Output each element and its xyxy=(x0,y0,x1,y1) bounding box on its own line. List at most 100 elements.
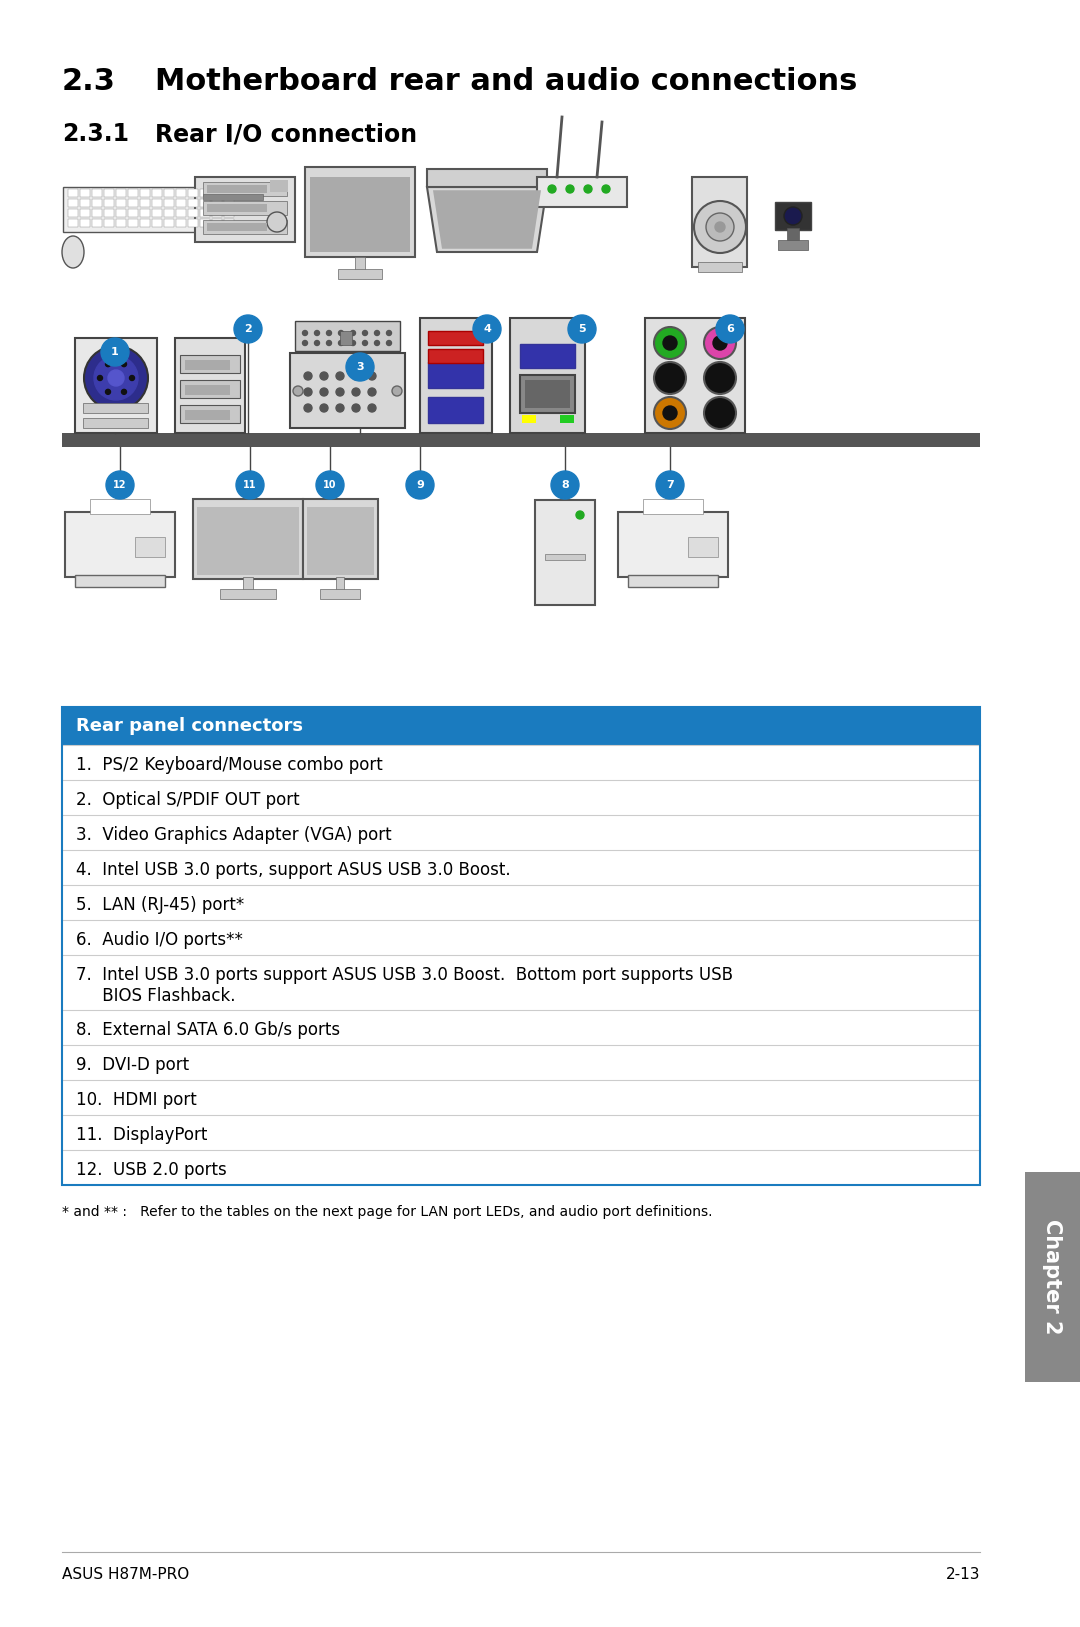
Circle shape xyxy=(84,347,148,410)
Text: 11: 11 xyxy=(243,480,257,490)
Bar xyxy=(92,208,102,216)
Circle shape xyxy=(368,387,376,395)
Circle shape xyxy=(584,185,592,194)
Circle shape xyxy=(336,373,345,381)
Circle shape xyxy=(102,338,129,366)
Ellipse shape xyxy=(62,236,84,268)
Bar xyxy=(303,499,378,579)
Bar xyxy=(778,241,808,251)
Circle shape xyxy=(375,340,379,345)
Text: 2.  Optical S/PDIF OUT port: 2. Optical S/PDIF OUT port xyxy=(76,791,299,809)
Text: 2.3: 2.3 xyxy=(62,67,116,96)
Bar xyxy=(200,198,210,207)
Circle shape xyxy=(320,387,328,395)
Bar xyxy=(270,181,288,192)
Bar xyxy=(200,208,210,216)
Bar xyxy=(355,257,365,272)
Bar xyxy=(180,381,240,399)
Circle shape xyxy=(351,330,355,335)
Bar xyxy=(80,220,90,228)
Bar xyxy=(545,555,585,560)
Circle shape xyxy=(704,361,735,394)
Bar xyxy=(618,513,728,578)
Circle shape xyxy=(130,376,135,381)
Text: 9.  DVI-D port: 9. DVI-D port xyxy=(76,1056,189,1074)
Bar xyxy=(176,220,186,228)
Text: 3.  Video Graphics Adapter (VGA) port: 3. Video Graphics Adapter (VGA) port xyxy=(76,827,392,844)
Text: 3: 3 xyxy=(356,361,364,373)
Bar xyxy=(428,350,483,363)
Text: 7.  Intel USB 3.0 ports support ASUS USB 3.0 Boost.  Bottom port supports USB
  : 7. Intel USB 3.0 ports support ASUS USB … xyxy=(76,966,733,1005)
Text: 2.3.1: 2.3.1 xyxy=(62,122,129,146)
Bar xyxy=(152,220,162,228)
Bar xyxy=(428,330,483,345)
Bar xyxy=(180,355,240,373)
Circle shape xyxy=(387,340,391,345)
Bar xyxy=(338,268,382,278)
Text: 1.  PS/2 Keyboard/Mouse combo port: 1. PS/2 Keyboard/Mouse combo port xyxy=(76,757,382,774)
Bar xyxy=(92,220,102,228)
Bar xyxy=(188,198,198,207)
Text: 10: 10 xyxy=(323,480,337,490)
Bar xyxy=(176,189,186,197)
Bar xyxy=(129,208,138,216)
Bar xyxy=(698,262,742,272)
Bar xyxy=(692,177,747,267)
Bar xyxy=(195,177,295,242)
Bar xyxy=(310,177,410,252)
Bar xyxy=(62,708,980,1184)
Bar xyxy=(224,198,234,207)
Bar xyxy=(135,537,165,556)
Circle shape xyxy=(473,316,501,343)
Text: Chapter 2: Chapter 2 xyxy=(1042,1219,1063,1334)
Circle shape xyxy=(302,340,308,345)
Circle shape xyxy=(352,403,360,412)
Bar xyxy=(140,220,150,228)
Bar xyxy=(188,208,198,216)
Circle shape xyxy=(663,371,677,386)
Text: 2: 2 xyxy=(244,324,252,334)
Bar xyxy=(688,537,718,556)
Bar xyxy=(519,374,575,413)
Circle shape xyxy=(368,403,376,412)
Bar xyxy=(224,208,234,216)
Circle shape xyxy=(326,330,332,335)
Bar xyxy=(203,194,264,200)
Circle shape xyxy=(97,376,103,381)
Text: Motherboard rear and audio connections: Motherboard rear and audio connections xyxy=(156,67,858,96)
Circle shape xyxy=(784,207,802,225)
Bar xyxy=(428,397,483,423)
Text: 1: 1 xyxy=(111,347,119,356)
Bar xyxy=(519,343,575,368)
Bar xyxy=(152,198,162,207)
Bar xyxy=(561,415,573,423)
Bar xyxy=(140,189,150,197)
Bar xyxy=(176,198,186,207)
Bar xyxy=(104,220,114,228)
Circle shape xyxy=(346,353,374,381)
Bar xyxy=(129,198,138,207)
Bar xyxy=(83,418,148,428)
Bar xyxy=(188,189,198,197)
Circle shape xyxy=(704,397,735,430)
Circle shape xyxy=(406,470,434,499)
Bar xyxy=(129,220,138,228)
Bar xyxy=(83,403,148,413)
Circle shape xyxy=(713,337,727,350)
Bar xyxy=(537,177,627,207)
Bar xyxy=(116,220,126,228)
Bar xyxy=(305,168,415,257)
Circle shape xyxy=(106,389,110,394)
Circle shape xyxy=(336,387,345,395)
Circle shape xyxy=(106,470,134,499)
Circle shape xyxy=(694,202,746,254)
Text: 4.  Intel USB 3.0 ports, support ASUS USB 3.0 Boost.: 4. Intel USB 3.0 ports, support ASUS USB… xyxy=(76,861,511,879)
Circle shape xyxy=(336,403,345,412)
Bar xyxy=(243,578,253,591)
Bar xyxy=(1025,1171,1080,1381)
Bar xyxy=(207,223,267,231)
Text: 6.  Audio I/O ports**: 6. Audio I/O ports** xyxy=(76,931,243,949)
Bar xyxy=(212,220,222,228)
Circle shape xyxy=(106,361,110,366)
Circle shape xyxy=(663,337,677,350)
